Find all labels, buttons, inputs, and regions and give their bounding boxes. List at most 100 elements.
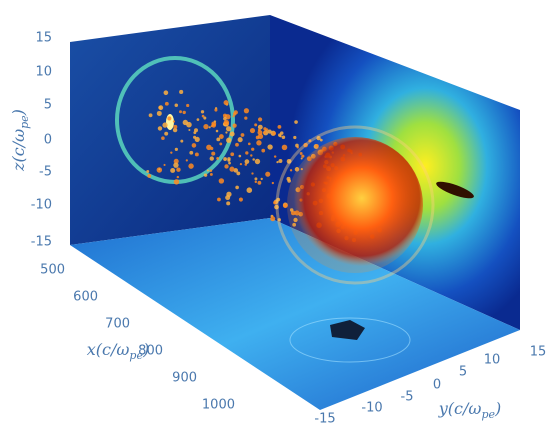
particle: [258, 134, 263, 139]
particle: [219, 178, 224, 183]
particle: [233, 112, 236, 115]
particle: [245, 159, 250, 164]
particle: [228, 162, 231, 165]
particle: [173, 162, 178, 167]
particle: [149, 113, 153, 117]
sphere: [287, 137, 423, 273]
particle: [179, 90, 183, 94]
z-tick-label: -5: [39, 165, 52, 180]
particle: [165, 102, 169, 106]
particle: [216, 137, 220, 141]
particle: [203, 117, 206, 120]
particle: [204, 173, 207, 176]
z-tick-label: 10: [35, 65, 52, 80]
particle: [244, 108, 249, 113]
y-axis-label: y(c/ωpe): [438, 399, 502, 421]
z-tick-label: -10: [31, 198, 52, 213]
particle: [251, 172, 253, 174]
particle: [239, 197, 243, 201]
particle: [261, 178, 263, 180]
particle: [210, 173, 213, 176]
particle: [192, 143, 197, 148]
particle: [295, 144, 299, 148]
particle: [258, 181, 262, 185]
particle: [217, 198, 221, 202]
particle: [174, 179, 179, 184]
label-sub: pe: [481, 408, 495, 421]
z-tick-label: -15: [31, 235, 52, 250]
particle: [173, 120, 175, 122]
particle: [179, 110, 182, 113]
particle: [226, 192, 231, 197]
particle: [189, 151, 193, 155]
particle: [229, 167, 234, 172]
particle: [170, 152, 172, 154]
particle: [227, 159, 230, 162]
particle: [248, 143, 251, 146]
particle: [247, 187, 253, 193]
particle: [261, 149, 265, 153]
particle: [230, 152, 234, 156]
particle: [263, 127, 266, 130]
particle: [164, 164, 166, 166]
particle: [164, 90, 169, 95]
particle: [193, 136, 196, 139]
particle: [188, 129, 190, 131]
label-end: ): [494, 399, 501, 418]
y-tick-label: -5: [401, 390, 414, 405]
particle: [276, 161, 278, 163]
particle: [147, 174, 151, 178]
particle: [180, 140, 183, 143]
label-end: ): [9, 109, 28, 116]
y-tick-label: 15: [530, 345, 547, 360]
particle: [294, 120, 298, 124]
particle: [176, 168, 180, 172]
particle: [183, 111, 186, 114]
particle: [240, 163, 242, 165]
particle: [250, 154, 252, 156]
x-tick-label: 1000: [202, 398, 235, 413]
particle: [290, 169, 292, 171]
x-tick-label: 600: [73, 290, 98, 305]
particle: [232, 115, 234, 117]
y-tick-label: 5: [459, 365, 467, 380]
particle: [233, 123, 237, 127]
y-tick-label: -15: [314, 412, 335, 425]
z-tick-label: 15: [35, 31, 52, 46]
particle: [225, 131, 227, 133]
particle: [223, 157, 227, 161]
y-tick-label: 10: [484, 353, 501, 368]
particle: [175, 148, 178, 151]
particle: [251, 148, 254, 151]
particle: [214, 108, 217, 111]
glow: [166, 114, 174, 130]
particle: [177, 176, 179, 178]
particle: [258, 117, 262, 121]
label-main: z(c/ω: [9, 129, 28, 172]
particle: [206, 145, 211, 150]
particle: [263, 131, 266, 134]
particle: [186, 104, 189, 107]
particle: [211, 152, 215, 156]
particle: [224, 120, 230, 126]
particle: [226, 201, 230, 205]
particle: [226, 138, 231, 143]
label-main: x(c/ω: [87, 340, 130, 359]
particle: [278, 159, 282, 163]
particle: [173, 125, 177, 129]
particle: [207, 169, 209, 171]
particle: [238, 137, 243, 142]
particle: [272, 132, 275, 135]
particle: [230, 131, 235, 136]
particle: [197, 118, 200, 121]
particle: [223, 117, 227, 121]
particle: [267, 144, 272, 149]
particle: [195, 153, 199, 157]
x-tick-label: 700: [105, 317, 130, 332]
particle: [225, 115, 227, 117]
particle: [250, 128, 255, 133]
particle: [265, 172, 270, 177]
particle: [293, 136, 296, 139]
particle: [301, 155, 304, 158]
particle: [258, 129, 261, 132]
